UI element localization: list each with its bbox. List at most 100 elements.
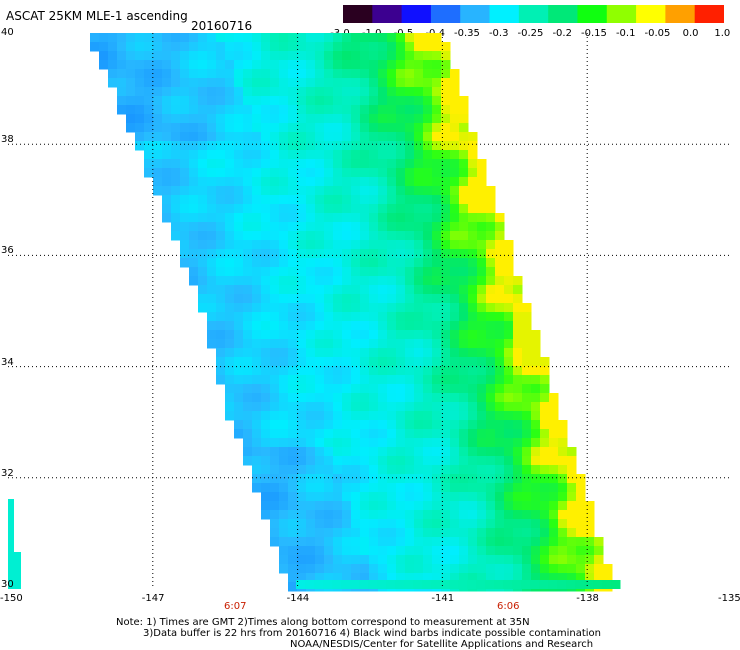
swath-cell <box>531 375 541 385</box>
swath-cell <box>369 123 379 133</box>
swath-cell <box>459 321 469 331</box>
swath-cell <box>378 564 388 574</box>
swath-cell <box>162 60 172 70</box>
swath-cell <box>396 537 406 547</box>
swath-cell <box>432 348 442 358</box>
swath-cell <box>531 384 541 394</box>
swath-cell <box>342 519 352 529</box>
swath-cell <box>252 222 262 232</box>
swath-cell <box>522 357 532 367</box>
swath-cell <box>234 213 244 223</box>
swath-cell <box>414 96 424 106</box>
swath-cell <box>279 312 289 322</box>
swath-cell <box>531 483 541 493</box>
swath-cell <box>405 321 415 331</box>
swath-cell <box>306 78 316 88</box>
swath-cell <box>477 213 487 223</box>
swath-cell <box>225 33 235 43</box>
swath-cell <box>513 348 523 358</box>
swath-cell <box>495 483 505 493</box>
swath-cell <box>162 213 172 223</box>
swath-cell <box>315 402 325 412</box>
swath-cell <box>243 276 253 286</box>
swath-cell <box>261 483 271 493</box>
swath-cell <box>495 474 505 484</box>
swath-cell <box>225 123 235 133</box>
swath-cell <box>459 330 469 340</box>
swath-cell <box>378 105 388 115</box>
swath-cell <box>279 348 289 358</box>
swath-cell <box>333 321 343 331</box>
swath-cell <box>387 420 397 430</box>
swath-cell <box>423 402 433 412</box>
swath-cell <box>396 375 406 385</box>
swath-cell <box>153 51 163 61</box>
swath-cell <box>306 393 316 403</box>
swath-cell <box>315 276 325 286</box>
swath-cell <box>432 51 442 61</box>
swath-cell <box>216 33 226 43</box>
swath-cell <box>360 474 370 484</box>
swath-cell <box>468 204 478 214</box>
swath-cell <box>270 366 280 376</box>
swath-cell <box>324 447 334 457</box>
swath-cell <box>441 276 451 286</box>
swath-cell <box>396 123 406 133</box>
swath-cell <box>441 60 451 70</box>
swath-cell <box>315 501 325 511</box>
swath-cell <box>252 177 262 187</box>
swath-cell <box>477 420 487 430</box>
swath-cell <box>387 303 397 313</box>
swath-cell <box>162 195 172 205</box>
swath-cell <box>162 51 172 61</box>
swath-cell <box>522 564 532 574</box>
swath-cell <box>495 267 505 277</box>
swath-cell <box>378 33 388 43</box>
swath-cell <box>297 285 307 295</box>
swath-cell <box>252 240 262 250</box>
swath-cell <box>351 402 361 412</box>
swath-cell <box>495 276 505 286</box>
swath-cell <box>414 402 424 412</box>
swath-cell <box>279 204 289 214</box>
swath-cell <box>243 141 253 151</box>
swath-cell <box>486 249 496 259</box>
swath-cell <box>414 483 424 493</box>
swath-cell <box>234 177 244 187</box>
swath-cell <box>360 213 370 223</box>
swath-cell <box>486 375 496 385</box>
swath-cell <box>576 573 586 583</box>
swath-cell <box>477 330 487 340</box>
swath-cell <box>540 447 550 457</box>
swath-cell <box>261 42 271 52</box>
swath-cell <box>396 105 406 115</box>
swath-cell <box>486 204 496 214</box>
swath-cell <box>423 312 433 322</box>
swath-cell <box>432 213 442 223</box>
swath-cell <box>414 312 424 322</box>
swath-cell <box>396 213 406 223</box>
swath-cell <box>315 222 325 232</box>
swath-cell <box>324 132 334 142</box>
swath-cell <box>117 60 127 70</box>
swath-cell <box>459 411 469 421</box>
swath-cell <box>270 474 280 484</box>
swath-cell <box>459 483 469 493</box>
swath-cell <box>404 580 414 589</box>
swath-cell <box>459 141 469 151</box>
swath-cell <box>423 537 433 547</box>
swath-cell <box>540 555 550 565</box>
swath-cell <box>252 339 262 349</box>
colorbar-segment <box>401 5 432 23</box>
swath-cell <box>387 132 397 142</box>
swath-cell <box>477 186 487 196</box>
swath-cell <box>243 294 253 304</box>
swath-cell <box>162 150 172 160</box>
swath-cell <box>252 123 262 133</box>
swath-cell <box>297 429 307 439</box>
swath-cell <box>423 195 433 205</box>
swath-cell <box>261 474 271 484</box>
swath-cell <box>468 348 478 358</box>
swath-cell <box>207 213 217 223</box>
swath-cell <box>360 483 370 493</box>
